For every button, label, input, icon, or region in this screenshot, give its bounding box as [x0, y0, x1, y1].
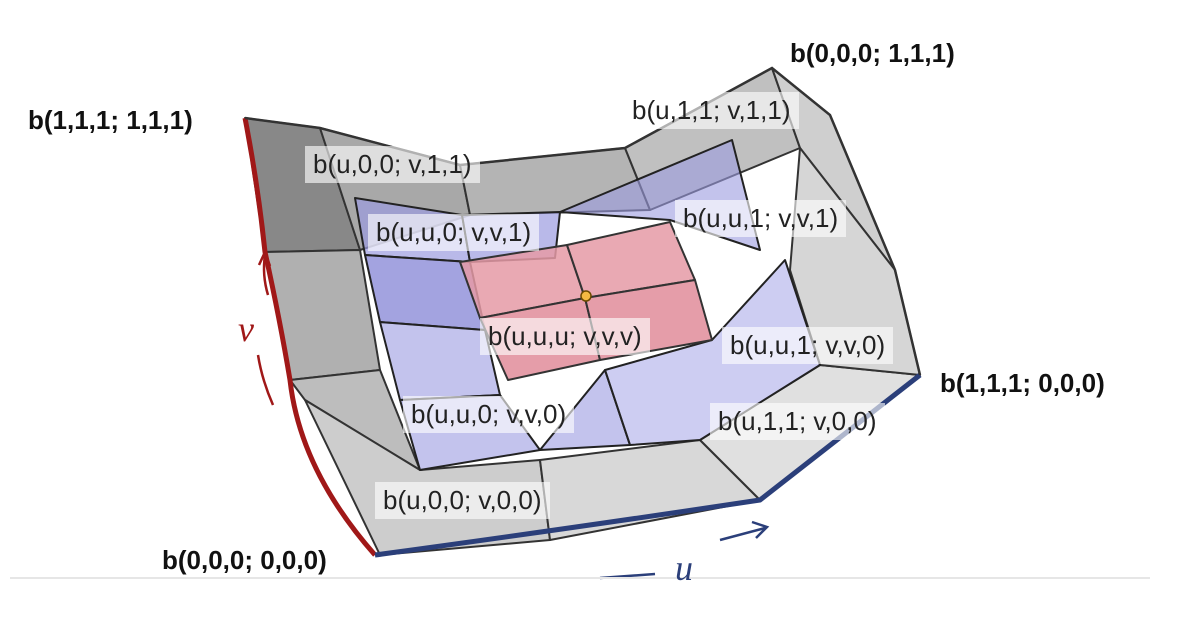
blossom-label: b(u,0,0; v,1,1)	[305, 146, 480, 183]
grid-cell	[264, 249, 381, 381]
corner-label-top-right: b(0,0,0; 1,1,1)	[790, 38, 955, 68]
surface-point	[580, 290, 592, 302]
corner-label-top-left: b(1,1,1; 1,1,1)	[28, 105, 193, 135]
blossom-label: b(u,u,0; v,v,0)	[403, 396, 575, 433]
blossom-label: b(u,u,u; v,v,v)	[480, 318, 650, 355]
corner-label-bottom-left: b(0,0,0; 0,0,0)	[162, 545, 327, 575]
v-axis-arrow	[256, 248, 275, 406]
v-edge	[242, 117, 377, 557]
blossom-label: b(u,1,1; v,1,1)	[624, 92, 799, 129]
blossom-label: b(u,1,1; v,0,0)	[710, 403, 885, 440]
blossom-label: b(u,u,0; v,v,1)	[368, 214, 540, 251]
blossom-label: b(u,u,1; v,v,1)	[675, 200, 847, 237]
blossom-label: b(u,0,0; v,0,0)	[375, 482, 550, 519]
u-axis-label: u	[675, 548, 693, 588]
blossom-label: b(u,u,1; v,v,0)	[722, 327, 894, 364]
corner-label-bottom-right: b(1,1,1; 0,0,0)	[940, 368, 1105, 398]
v-axis-label: v	[238, 309, 254, 349]
